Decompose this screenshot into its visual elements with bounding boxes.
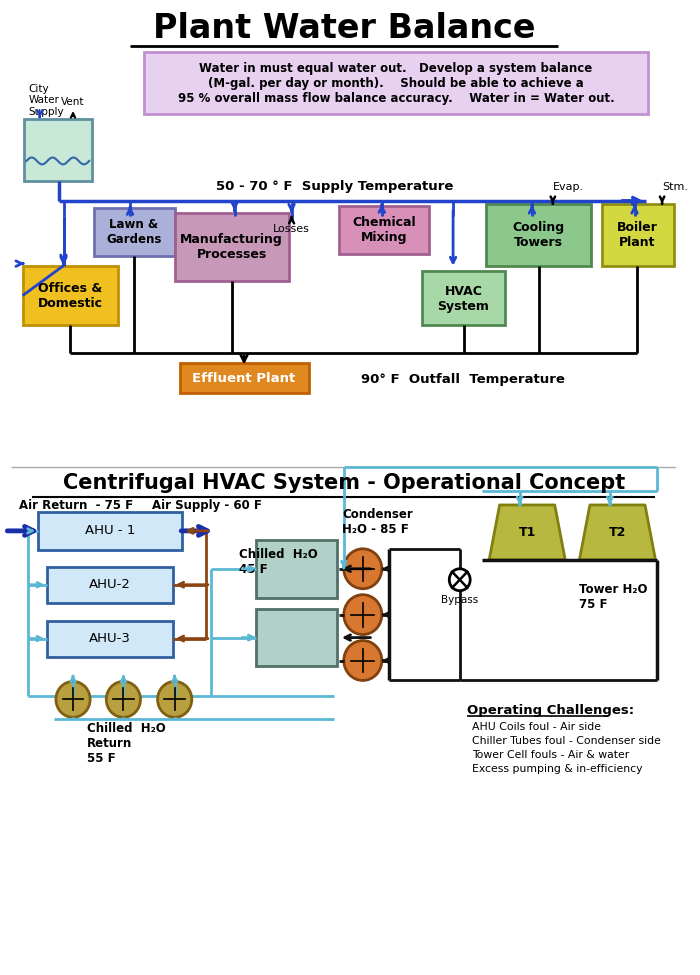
Text: Cooling
Towers: Cooling Towers (512, 220, 565, 249)
Circle shape (344, 641, 382, 681)
FancyBboxPatch shape (48, 621, 173, 656)
Circle shape (344, 549, 382, 589)
Text: AHU Coils foul - Air side: AHU Coils foul - Air side (472, 722, 601, 732)
Text: AHU-3: AHU-3 (89, 632, 131, 645)
Text: City
Water
Supply: City Water Supply (29, 84, 64, 117)
Text: HVAC
System: HVAC System (438, 285, 489, 313)
FancyBboxPatch shape (175, 213, 288, 281)
Text: Chilled  H₂O
Return
55 F: Chilled H₂O Return 55 F (88, 722, 166, 765)
Text: Losses: Losses (273, 223, 310, 234)
Circle shape (56, 682, 90, 718)
FancyBboxPatch shape (22, 265, 118, 326)
Text: Water in must equal water out.   Develop a system balance
(M-gal. per day or mon: Water in must equal water out. Develop a… (178, 61, 615, 104)
Text: Effluent Plant: Effluent Plant (193, 371, 295, 385)
Text: Operating Challenges:: Operating Challenges: (468, 704, 634, 718)
Text: Evap.: Evap. (553, 182, 584, 192)
Text: Offices &
Domestic: Offices & Domestic (38, 282, 103, 309)
Text: Plant Water Balance: Plant Water Balance (153, 12, 535, 45)
Text: Chiller Tubes foul - Condenser side: Chiller Tubes foul - Condenser side (472, 736, 661, 746)
FancyBboxPatch shape (602, 204, 673, 265)
Text: T1: T1 (519, 526, 536, 539)
Text: Manufacturing
Processes: Manufacturing Processes (181, 233, 283, 260)
Text: Air Return  - 75 F: Air Return - 75 F (19, 499, 133, 513)
FancyBboxPatch shape (24, 119, 92, 181)
Text: Chemical
Mixing: Chemical Mixing (352, 215, 416, 244)
FancyBboxPatch shape (256, 608, 337, 667)
Text: Lawn &
Gardens: Lawn & Gardens (106, 217, 162, 246)
Text: Condenser
H₂O - 85 F: Condenser H₂O - 85 F (342, 508, 413, 536)
Text: Tower Cell fouls - Air & water: Tower Cell fouls - Air & water (472, 750, 629, 760)
Circle shape (106, 682, 141, 718)
Circle shape (449, 568, 470, 591)
FancyBboxPatch shape (486, 204, 591, 265)
Text: AHU-2: AHU-2 (89, 578, 131, 591)
Polygon shape (489, 505, 565, 560)
Text: AHU - 1: AHU - 1 (85, 525, 135, 537)
Text: 90° F  Outfall  Temperature: 90° F Outfall Temperature (361, 372, 565, 386)
Text: 50 - 70 ° F  Supply Temperature: 50 - 70 ° F Supply Temperature (216, 179, 453, 193)
FancyBboxPatch shape (339, 206, 429, 254)
Circle shape (344, 595, 382, 635)
Text: Vent: Vent (62, 98, 85, 107)
FancyBboxPatch shape (94, 208, 175, 255)
Text: Centrifugal HVAC System - Operational Concept: Centrifugal HVAC System - Operational Co… (63, 473, 625, 493)
Text: T2: T2 (609, 526, 626, 539)
FancyBboxPatch shape (38, 512, 182, 550)
Circle shape (158, 682, 192, 718)
Text: Chilled  H₂O
45 F: Chilled H₂O 45 F (239, 548, 318, 576)
Polygon shape (580, 505, 655, 560)
Text: Excess pumping & in-efficiency: Excess pumping & in-efficiency (472, 764, 643, 774)
Text: Bypass: Bypass (441, 595, 478, 604)
FancyBboxPatch shape (181, 364, 309, 393)
Text: Boiler
Plant: Boiler Plant (617, 220, 658, 249)
FancyBboxPatch shape (421, 271, 505, 326)
FancyBboxPatch shape (48, 566, 173, 603)
Text: Tower H₂O
75 F: Tower H₂O 75 F (580, 583, 648, 610)
Text: Air Supply - 60 F: Air Supply - 60 F (152, 499, 262, 513)
FancyBboxPatch shape (256, 540, 337, 598)
Text: Stm.: Stm. (662, 182, 688, 192)
FancyBboxPatch shape (144, 53, 648, 114)
